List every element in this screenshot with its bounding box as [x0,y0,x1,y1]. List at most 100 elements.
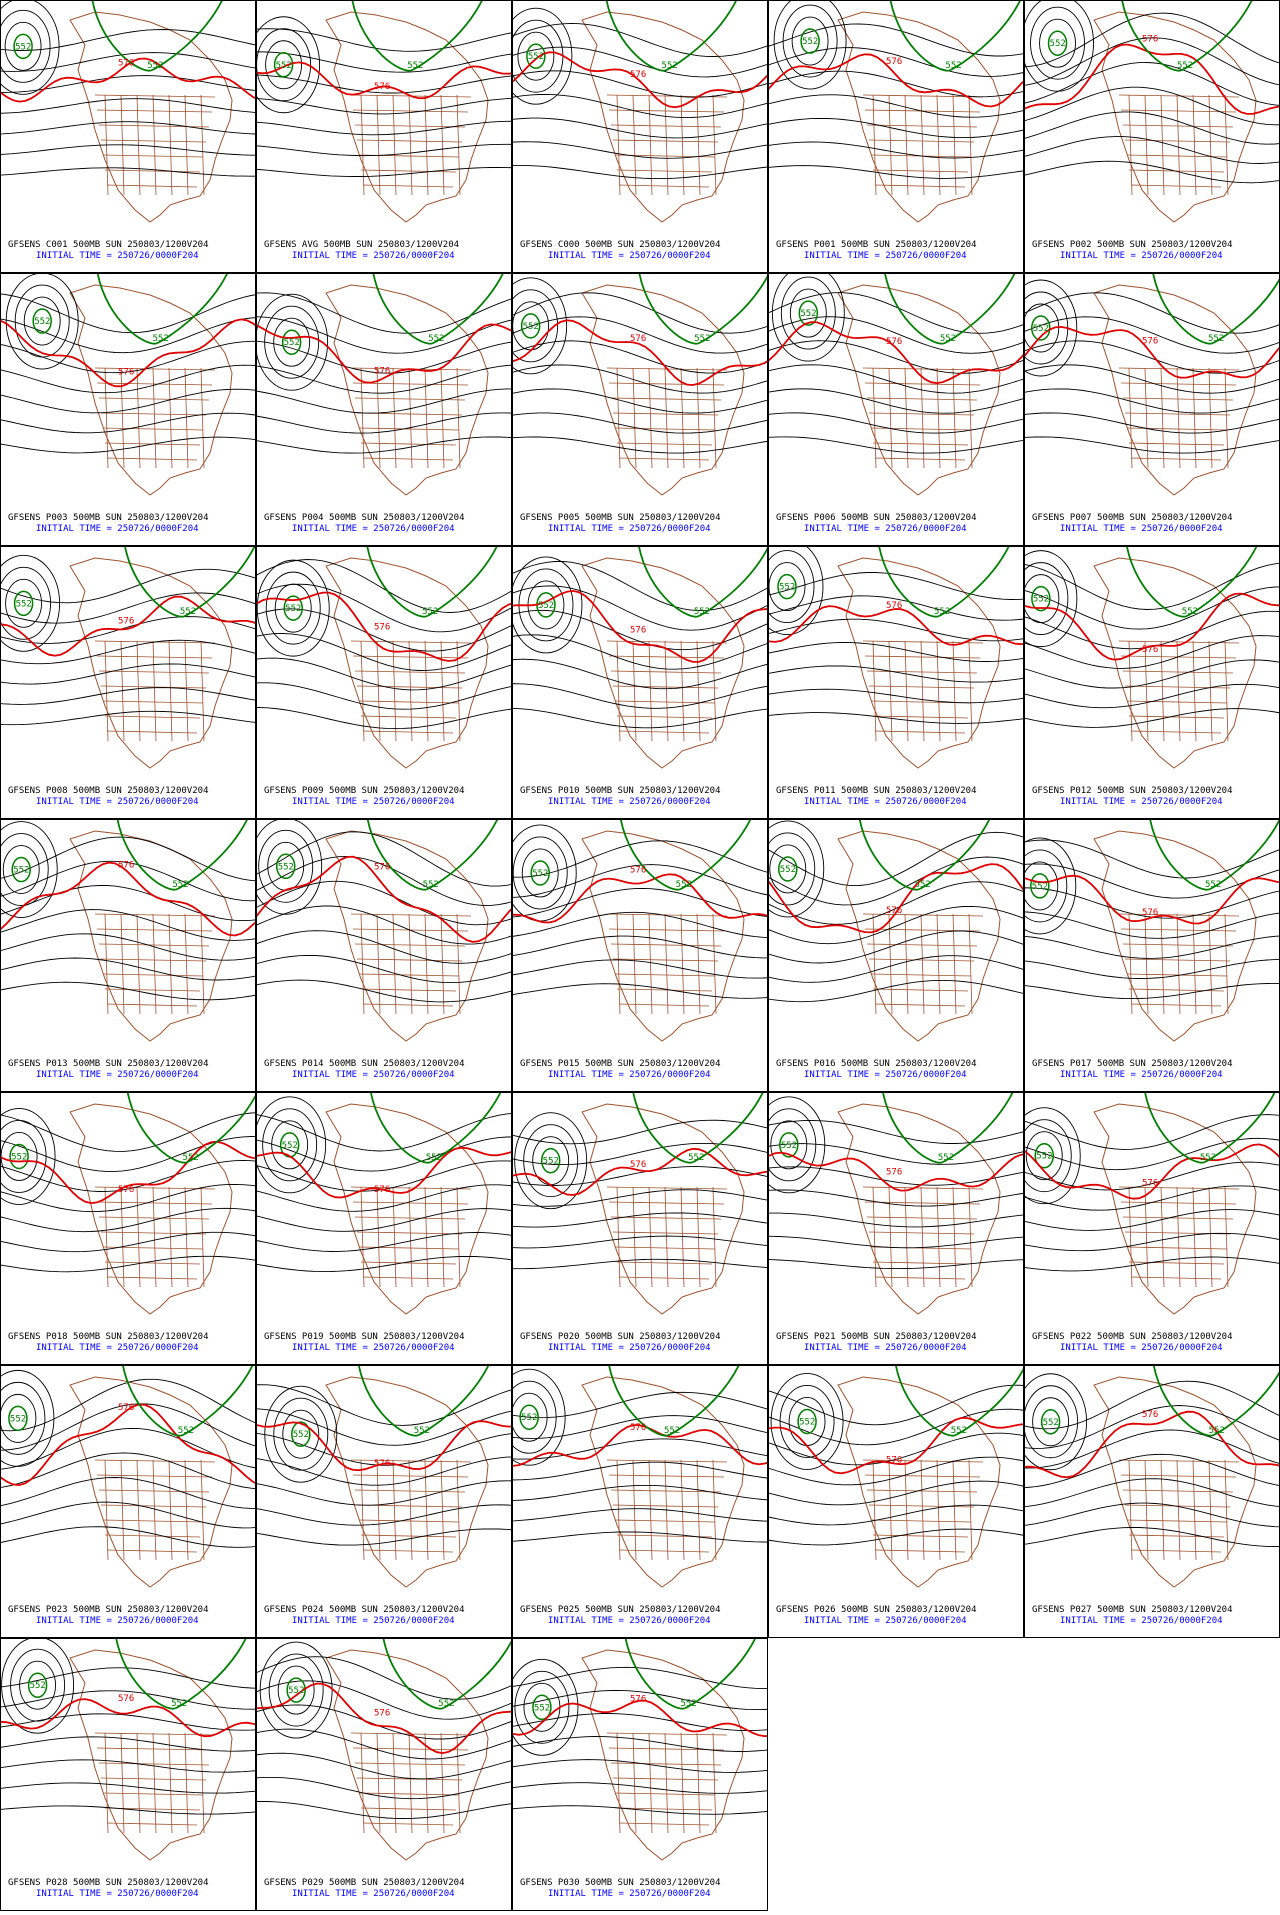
state-line [424,1459,429,1561]
panel-caption: GFSENS P016 500MB SUN 250803/1200V204 [776,1059,976,1069]
state-line [612,139,719,143]
height-contour [1024,160,1280,184]
height-contour [512,340,768,374]
map-panel: 576 552 552 GFSENS P017 500MB SUN 250803/12… [1024,819,1280,1092]
coastline [837,1103,1001,1315]
panel-caption: GFSENS P030 500MB SUN 250803/1200V204 [520,1878,720,1888]
map-layer: 576 552 552 [256,1638,512,1861]
state-line [616,913,621,1015]
state-line [648,640,653,742]
state-line [872,640,877,742]
state-line [120,1186,125,1288]
state-line [632,367,637,469]
state-line [106,1549,198,1553]
panel-border [768,273,1024,546]
state-line [362,730,454,734]
contour-label: 552 [282,1141,298,1151]
panel-border [256,1365,512,1638]
state-line [152,640,157,742]
panel-caption: GFSENS C001 500MB SUN 250803/1200V204 [8,240,208,250]
low-ring [265,571,321,645]
height-contour [256,707,512,730]
coastline [1093,11,1257,223]
state-line [200,367,205,469]
height-contour [256,979,512,1003]
red-contour [256,591,512,662]
height-contour [256,120,512,136]
state-line [440,640,445,742]
height-contour [0,293,256,334]
panel-init-time: INITIAL TIME = 250726/0000F204 [292,1889,455,1899]
height-contour [768,595,1024,621]
low-ring [1032,1397,1070,1447]
state-line [106,457,198,461]
panel-caption: GFSENS P011 500MB SUN 250803/1200V204 [776,786,976,796]
state-line [94,1186,216,1190]
height-contour [256,388,512,414]
low-ring [1024,837,1077,935]
state-line [1224,1186,1229,1288]
state-line [362,457,454,461]
contour-label: 552 [938,1153,954,1163]
contour-label: 552 [172,880,188,890]
state-line [96,382,213,386]
contour-label: 552 [285,604,301,614]
state-line [152,1459,157,1561]
height-contour [256,1656,512,1700]
state-line [456,1186,461,1288]
map-layer: 576 552 552 [512,1365,768,1588]
green-contour [1031,315,1051,341]
state-line [1224,640,1229,742]
contour-label: 552 [694,334,710,344]
map-layer: 576 552 552 [768,1365,1024,1588]
red-contour [1024,43,1280,115]
coastline [581,1376,745,1588]
state-line [712,913,717,1015]
map-layer: 576 552 552 [768,546,1024,769]
state-line [376,1459,381,1561]
map-layer: 576 552 552 [256,273,512,496]
contour-label: 552 [523,322,539,332]
height-contour [512,1189,768,1207]
red-contour [768,863,1024,934]
map-layer: 576 552 552 [1024,546,1280,769]
height-contour [256,608,512,652]
panel-caption: GFSENS P002 500MB SUN 250803/1200V204 [1032,240,1232,250]
height-contour [256,316,512,354]
contour-label: 576 [374,82,390,92]
state-line [456,1459,461,1561]
state-line [106,1822,198,1826]
coastline [325,1103,489,1315]
panel-init-time: INITIAL TIME = 250726/0000F204 [36,251,199,261]
state-line [952,640,957,742]
state-line [1118,94,1240,98]
panel-init-time: INITIAL TIME = 250726/0000F204 [804,1343,967,1353]
state-line [1208,913,1213,1015]
low-ring [0,1120,47,1193]
state-line [352,655,469,659]
contour-label: 552 [1050,39,1066,49]
map-layer: 576 552 552 [768,819,1024,1042]
state-line [360,1459,365,1561]
state-line [360,94,365,196]
height-contour [1024,1405,1280,1449]
panel-border [768,0,1024,273]
low-ring [256,16,321,114]
state-line [616,988,713,992]
panel-caption: GFSENS P025 500MB SUN 250803/1200V204 [520,1605,720,1615]
state-line [612,1777,719,1781]
height-contour [768,412,1024,434]
height-contour [512,1235,768,1249]
coastline [1093,1376,1257,1588]
state-line [1144,1459,1149,1561]
state-line [874,1276,966,1280]
map-panel: 576 552 552 GFSENS P005 500MB SUN 250803/12… [512,273,768,546]
state-line [1160,1186,1165,1288]
state-line [888,913,893,1015]
coastline [581,557,745,769]
height-contour [256,1728,512,1760]
low-ring [0,1381,46,1455]
state-line [200,913,205,1015]
contour-label: 552 [423,880,439,890]
map-layer: 576 552 552 [0,819,256,1042]
